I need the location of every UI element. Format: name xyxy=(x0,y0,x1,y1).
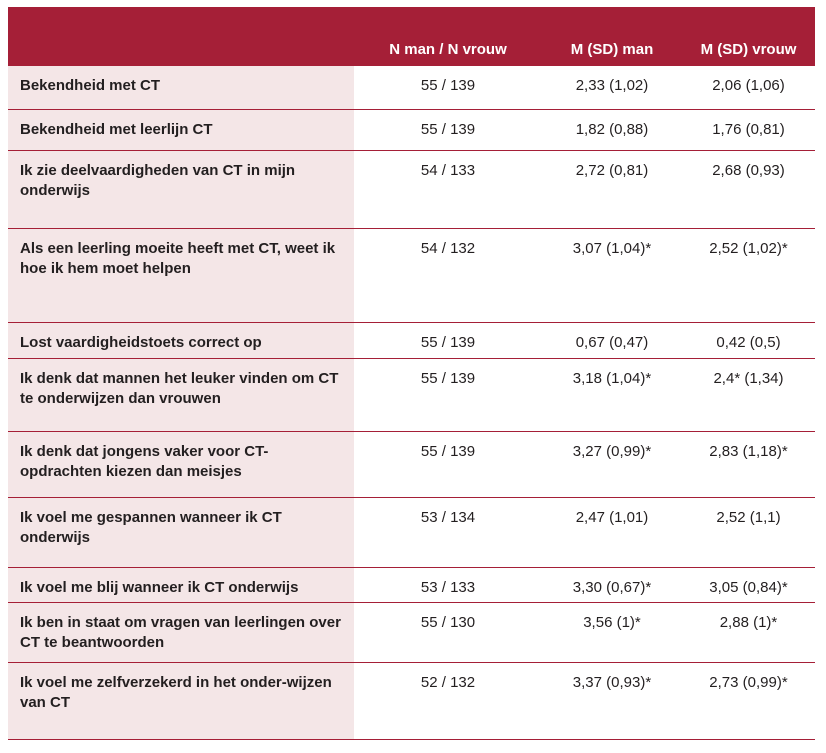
cell-vrouw: 2,06 (1,06) xyxy=(712,77,785,94)
row-label: Bekendheid met CT xyxy=(8,66,354,109)
row-label: Ik zie deelvaardigheden van CT in mijn o… xyxy=(8,151,354,228)
cell-man: 1,82 (0,88) xyxy=(575,121,649,138)
cell-n: 55 / 139 xyxy=(420,334,476,351)
cell-n: 53 / 134 xyxy=(420,509,476,526)
row-label: Als een leerling moeite heeft met CT, we… xyxy=(8,229,354,322)
cell-vrouw: 2,68 (0,93) xyxy=(712,162,785,179)
cell-vrouw: 1,76 (0,81) xyxy=(712,121,785,138)
cell-man: 3,37 (0,93)* xyxy=(572,674,652,691)
row-label: Ik ben in staat om vragen van leerlingen… xyxy=(8,603,354,662)
table-row: Ik denk dat jongens vaker voor CT-opdrac… xyxy=(8,432,815,498)
cell-n: 53 / 133 xyxy=(420,579,476,596)
cell-vrouw: 2,83 (1,18)* xyxy=(709,443,788,460)
cell-man: 3,27 (0,99)* xyxy=(572,443,652,460)
cell-n: 55 / 130 xyxy=(420,614,476,631)
results-table: N man / N vrouw M (SD) man M (SD) vrouw … xyxy=(8,7,815,740)
cell-man: 3,56 (1)* xyxy=(583,614,641,631)
cell-vrouw: 0,42 (0,5) xyxy=(716,334,781,351)
cell-vrouw: 3,05 (0,84)* xyxy=(709,579,788,596)
header-m-man: M (SD) man xyxy=(570,41,654,58)
row-label: Ik voel me blij wanneer ik CT onderwijs xyxy=(8,568,354,602)
cell-man: 0,67 (0,47) xyxy=(575,334,649,351)
table-row: Als een leerling moeite heeft met CT, we… xyxy=(8,229,815,323)
row-label: Ik voel me zelfverzekerd in het onder-wi… xyxy=(8,663,354,739)
cell-man: 2,33 (1,02) xyxy=(575,77,649,94)
cell-n: 52 / 132 xyxy=(420,674,476,691)
cell-n: 54 / 132 xyxy=(420,240,476,257)
row-label: Ik voel me gespannen wanneer ik CT onder… xyxy=(8,498,354,567)
cell-n: 55 / 139 xyxy=(420,443,476,460)
row-label: Bekendheid met leerlijn CT xyxy=(8,110,354,150)
table-row: Ik denk dat mannen het leuker vinden om … xyxy=(8,359,815,432)
row-label: Ik denk dat jongens vaker voor CT-opdrac… xyxy=(8,432,354,497)
cell-man: 3,07 (1,04)* xyxy=(572,240,652,257)
cell-n: 55 / 139 xyxy=(420,370,476,387)
table-row: Ik zie deelvaardigheden van CT in mijn o… xyxy=(8,151,815,229)
cell-vrouw: 2,4* (1,34) xyxy=(713,370,784,387)
cell-man: 2,72 (0,81) xyxy=(575,162,649,179)
cell-man: 3,18 (1,04)* xyxy=(572,370,652,387)
cell-n: 54 / 133 xyxy=(420,162,476,179)
cell-vrouw: 2,52 (1,02)* xyxy=(709,240,788,257)
table-row: Ik voel me blij wanneer ik CT onderwijs … xyxy=(8,568,815,603)
table-row: Ik voel me gespannen wanneer ik CT onder… xyxy=(8,498,815,568)
table-row: Bekendheid met leerlijn CT 55 / 139 1,82… xyxy=(8,110,815,151)
header-m-vrouw: M (SD) vrouw xyxy=(700,41,797,58)
cell-n: 55 / 139 xyxy=(420,77,476,94)
table-header: N man / N vrouw M (SD) man M (SD) vrouw xyxy=(8,7,815,66)
cell-vrouw: 2,88 (1)* xyxy=(719,614,778,631)
header-n: N man / N vrouw xyxy=(389,41,507,58)
cell-n: 55 / 139 xyxy=(420,121,476,138)
table-row: Lost vaardigheidstoets correct op 55 / 1… xyxy=(8,323,815,359)
cell-man: 2,47 (1,01) xyxy=(575,509,649,526)
table-row: Ik voel me zelfverzekerd in het onder-wi… xyxy=(8,663,815,740)
table-row: Bekendheid met CT 55 / 139 2,33 (1,02) 2… xyxy=(8,66,815,110)
row-label: Ik denk dat mannen het leuker vinden om … xyxy=(8,359,354,431)
cell-man: 3,30 (0,67)* xyxy=(572,579,652,596)
row-label: Lost vaardigheidstoets correct op xyxy=(8,323,354,358)
table-row: Ik ben in staat om vragen van leerlingen… xyxy=(8,603,815,663)
cell-vrouw: 2,52 (1,1) xyxy=(716,509,781,526)
cell-vrouw: 2,73 (0,99)* xyxy=(709,674,788,691)
